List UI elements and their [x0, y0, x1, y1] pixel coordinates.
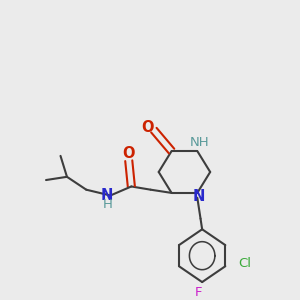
Text: F: F	[194, 286, 202, 299]
Text: H: H	[102, 198, 112, 211]
Text: N: N	[193, 189, 205, 204]
Text: N: N	[101, 188, 113, 203]
Text: O: O	[122, 146, 135, 161]
Text: Cl: Cl	[238, 257, 251, 270]
Text: O: O	[141, 120, 154, 135]
Text: NH: NH	[190, 136, 210, 148]
